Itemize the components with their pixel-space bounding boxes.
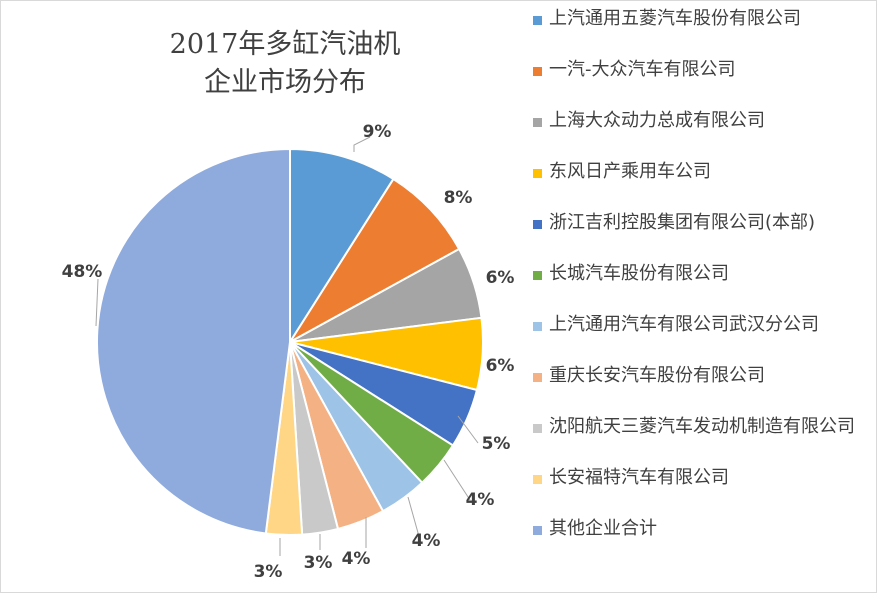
- legend-swatch-5: [533, 220, 542, 229]
- legend-item-11: 其他企业合计: [533, 516, 873, 567]
- data-label-10: 3%: [254, 562, 283, 582]
- data-label-6: 4%: [466, 490, 495, 510]
- legend: 上汽通用五菱汽车股份有限公司 一汽-大众汽车有限公司上海大众动力总成有限公司 东风日…: [533, 6, 873, 567]
- legend-item-7: 上汽通用汽车有限公司武汉分公司: [533, 312, 873, 363]
- chart-title-line-1: 2017年多缸汽油机: [169, 29, 401, 60]
- legend-swatch-8: [533, 373, 542, 382]
- legend-swatch-3: [533, 118, 542, 127]
- legend-item-2: 一汽-大众汽车有限公司: [533, 57, 873, 108]
- legend-item-8: 重庆长安汽车股份有限公司: [533, 363, 873, 414]
- pie-slice-2: [289, 177, 461, 343]
- legend-swatch-6: [533, 271, 542, 280]
- legend-label-3: 上海大众动力总成有限公司: [549, 110, 765, 131]
- data-label-8: 4%: [342, 549, 371, 569]
- leader-line-1: [353, 136, 371, 152]
- chart-title: 2017年多缸汽油机 企业市场分布: [120, 26, 450, 102]
- legend-swatch-1: [533, 16, 542, 25]
- legend-label-11: 其他企业合计: [549, 518, 657, 539]
- legend-label-7: 上汽通用汽车有限公司武汉分公司: [549, 314, 819, 335]
- leader-line-5: [457, 415, 479, 444]
- legend-swatch-4: [533, 169, 542, 178]
- leader-line-7: [407, 496, 421, 541]
- legend-swatch-9: [533, 424, 542, 433]
- legend-label-5: 浙江吉利控股集团有限公司(本部): [549, 212, 816, 233]
- data-label-7: 4%: [412, 531, 441, 551]
- legend-item-5: 浙江吉利控股集团有限公司(本部): [533, 210, 873, 261]
- legend-item-1: 上汽通用五菱汽车股份有限公司: [533, 6, 873, 57]
- chart-title-line-2: 企业市场分布: [204, 67, 366, 98]
- leader-line-6: [443, 459, 471, 501]
- legend-item-6: 长城汽车股份有限公司: [533, 261, 873, 312]
- legend-swatch-7: [533, 322, 542, 331]
- pie-slice-1: [289, 147, 395, 346]
- legend-item-4: 东风日产乘用车公司: [533, 159, 873, 210]
- legend-label-1: 上汽通用五菱汽车股份有限公司: [549, 8, 801, 29]
- legend-label-2: 一汽-大众汽车有限公司: [549, 59, 736, 80]
- legend-label-9: 沈阳航天三菱汽车发动机制造有限公司: [549, 416, 855, 437]
- legend-label-4: 东风日产乘用车公司: [549, 161, 711, 182]
- data-label-11: 48%: [62, 262, 103, 282]
- leader-line-11: [95, 278, 99, 327]
- legend-label-10: 长安福特汽车有限公司: [549, 467, 729, 488]
- data-label-1: 9%: [363, 122, 392, 142]
- legend-label-6: 长城汽车股份有限公司: [549, 263, 729, 284]
- legend-item-10: 长安福特汽车有限公司: [533, 465, 873, 516]
- data-label-5: 5%: [482, 434, 511, 454]
- pie-slice-11: [96, 147, 291, 535]
- legend-swatch-11: [533, 526, 542, 535]
- data-label-3: 6%: [486, 268, 515, 288]
- legend-item-9: 沈阳航天三菱汽车发动机制造有限公司: [533, 414, 873, 465]
- data-label-2: 8%: [444, 188, 473, 208]
- legend-label-8: 重庆长安汽车股份有限公司: [549, 365, 765, 386]
- legend-item-3: 上海大众动力总成有限公司: [533, 108, 873, 159]
- legend-swatch-2: [533, 67, 542, 76]
- data-label-4: 6%: [486, 356, 515, 376]
- legend-swatch-10: [533, 475, 542, 484]
- data-label-9: 3%: [304, 553, 333, 573]
